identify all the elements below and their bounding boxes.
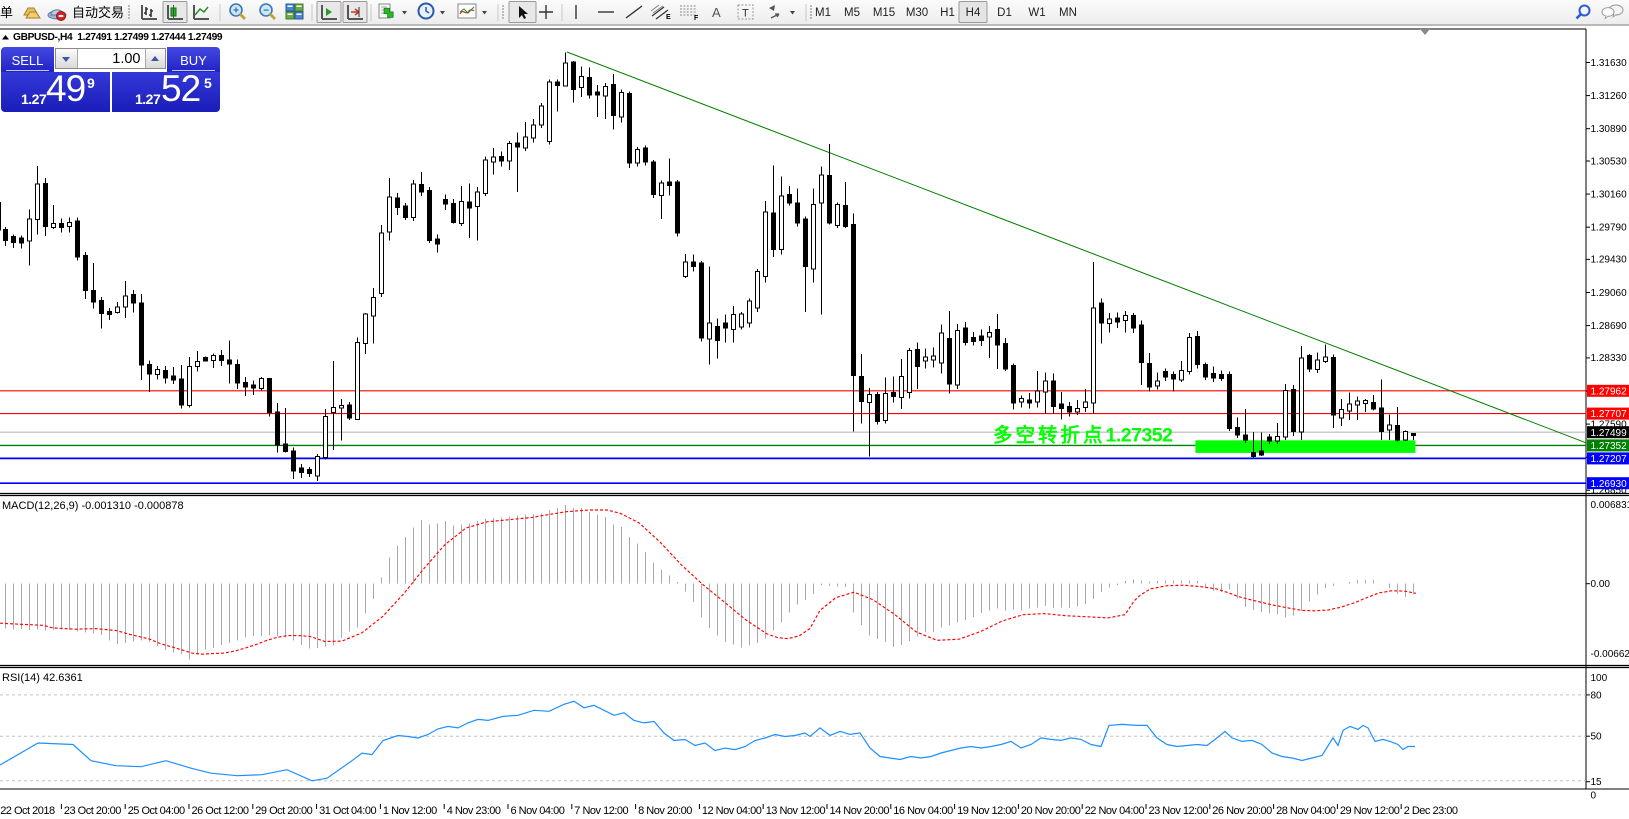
svg-text:4 Nov 23:00: 4 Nov 23:00 (447, 805, 501, 817)
svg-text:1.28690: 1.28690 (1591, 321, 1628, 332)
svg-text:2 Dec 23:00: 2 Dec 23:00 (1404, 805, 1458, 817)
svg-text:H4: H4 (966, 7, 981, 19)
svg-text:1.29060: 1.29060 (1591, 288, 1628, 299)
svg-text:多空转折点1.27352: 多空转折点1.27352 (993, 424, 1173, 447)
svg-text:T: T (742, 8, 749, 20)
svg-text:20 Nov 20:00: 20 Nov 20:00 (1021, 805, 1081, 817)
svg-text:0.006831: 0.006831 (1591, 500, 1629, 511)
svg-text:M15: M15 (873, 7, 895, 19)
svg-text:1.27962: 1.27962 (1591, 386, 1628, 397)
svg-text:M5: M5 (844, 7, 860, 19)
svg-text:13 Nov 12:00: 13 Nov 12:00 (766, 805, 826, 817)
svg-text:RSI(14) 42.6361: RSI(14) 42.6361 (2, 672, 83, 684)
svg-text:100: 100 (1591, 673, 1608, 684)
svg-text:W1: W1 (1028, 7, 1045, 19)
svg-text:14 Nov 20:00: 14 Nov 20:00 (830, 805, 890, 817)
svg-text:1.27207: 1.27207 (1591, 454, 1628, 465)
svg-text:-0.006624: -0.006624 (1591, 649, 1629, 660)
svg-text:M30: M30 (906, 7, 928, 19)
svg-text:1.30160: 1.30160 (1591, 189, 1628, 200)
svg-text:28 Nov 04:00: 28 Nov 04:00 (1276, 805, 1336, 817)
svg-text:23 Oct 20:00: 23 Oct 20:00 (64, 805, 121, 817)
svg-text:6 Nov 04:00: 6 Nov 04:00 (511, 805, 565, 817)
svg-text:23 Nov 12:00: 23 Nov 12:00 (1149, 805, 1209, 817)
svg-text:0: 0 (1591, 790, 1597, 801)
svg-text:F: F (694, 15, 699, 22)
svg-text:80: 80 (1591, 690, 1603, 701)
svg-text:GBPUSD-,H4 1.27491 1.27499 1.: GBPUSD-,H4 1.27491 1.27499 1.27444 1.274… (13, 32, 223, 43)
svg-text:MACD(12,26,9) -0.001310 -0.000: MACD(12,26,9) -0.001310 -0.000878 (2, 500, 184, 512)
svg-text:50: 50 (1591, 732, 1603, 743)
svg-text:7 Nov 12:00: 7 Nov 12:00 (574, 805, 628, 817)
svg-text:8 Nov 20:00: 8 Nov 20:00 (638, 805, 692, 817)
svg-text:+: + (233, 6, 239, 17)
svg-text:29 Oct 20:00: 29 Oct 20:00 (255, 805, 312, 817)
svg-text:1.31260: 1.31260 (1591, 91, 1628, 102)
svg-text:1.26850: 1.26850 (1591, 486, 1628, 497)
svg-text:1.29790: 1.29790 (1591, 223, 1628, 234)
svg-text:26 Nov 20:00: 26 Nov 20:00 (1212, 805, 1272, 817)
svg-text:1.26930: 1.26930 (1591, 479, 1628, 490)
svg-text:M1: M1 (815, 7, 831, 19)
svg-text:MN: MN (1059, 7, 1077, 19)
svg-text:29 Nov 12:00: 29 Nov 12:00 (1340, 805, 1400, 817)
svg-text:19 Nov 12:00: 19 Nov 12:00 (957, 805, 1017, 817)
svg-text:1.27707: 1.27707 (1591, 409, 1628, 420)
svg-text:26 Oct 12:00: 26 Oct 12:00 (192, 805, 249, 817)
svg-text:16 Nov 04:00: 16 Nov 04:00 (893, 805, 953, 817)
svg-text:单: 单 (0, 5, 13, 20)
svg-text:E: E (666, 14, 671, 21)
svg-text:12 Nov 04:00: 12 Nov 04:00 (702, 805, 762, 817)
svg-text:1.29430: 1.29430 (1591, 255, 1628, 266)
svg-text:1 Nov 12:00: 1 Nov 12:00 (383, 805, 437, 817)
svg-text:1.27499: 1.27499 (1591, 428, 1628, 439)
svg-text:0.00: 0.00 (1591, 579, 1611, 590)
svg-text:1.28330: 1.28330 (1591, 353, 1628, 364)
svg-text:22 Nov 04:00: 22 Nov 04:00 (1085, 805, 1145, 817)
svg-text:1.31630: 1.31630 (1591, 58, 1628, 69)
svg-text:−: − (263, 6, 269, 17)
svg-text:1.30890: 1.30890 (1591, 124, 1628, 135)
svg-text:15: 15 (1591, 777, 1603, 788)
svg-text:22 Oct 2018: 22 Oct 2018 (0, 805, 55, 817)
svg-text:D1: D1 (997, 7, 1012, 19)
svg-text:1.30530: 1.30530 (1591, 156, 1628, 167)
svg-text:25 Oct 04:00: 25 Oct 04:00 (128, 805, 185, 817)
svg-text:A: A (712, 5, 721, 20)
svg-text:31 Oct 04:00: 31 Oct 04:00 (319, 805, 376, 817)
svg-text:自动交易: 自动交易 (72, 5, 124, 20)
svg-text:H1: H1 (940, 7, 955, 19)
svg-text:1.27352: 1.27352 (1591, 441, 1628, 452)
svg-text:1.27590: 1.27590 (1591, 419, 1628, 430)
